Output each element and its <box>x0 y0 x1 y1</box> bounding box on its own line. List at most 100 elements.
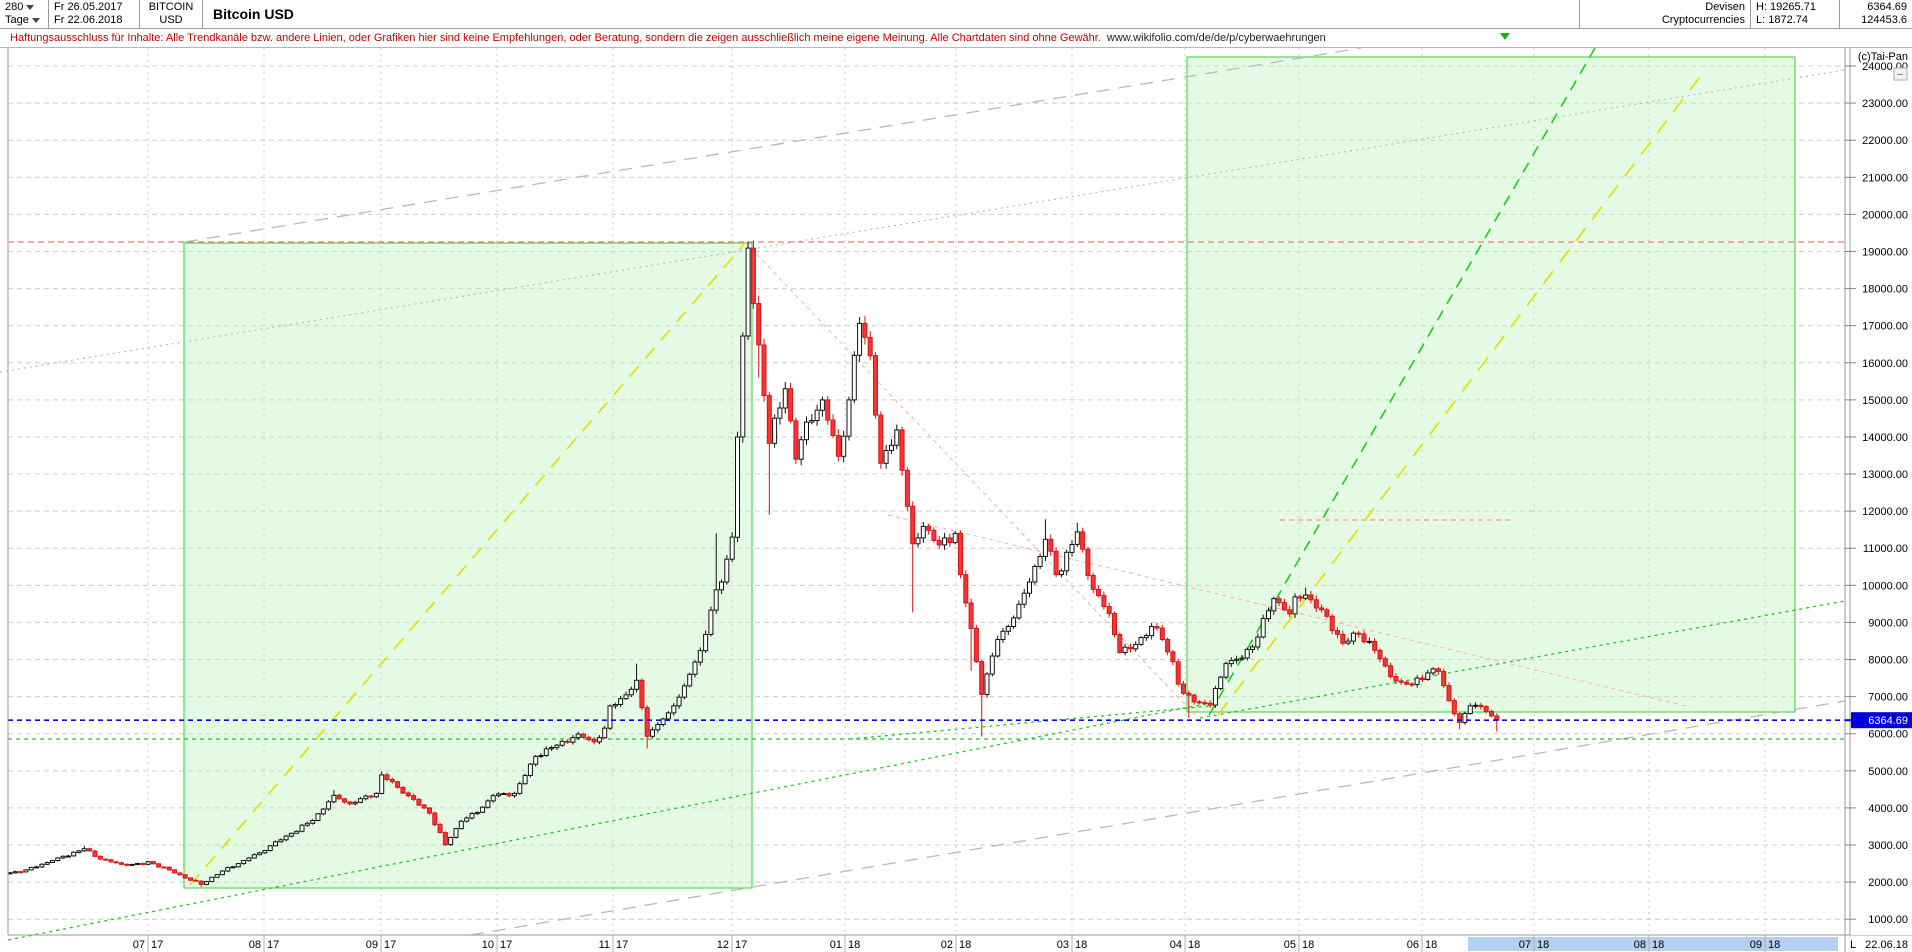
marker-triangle-icon <box>1500 33 1510 40</box>
x-axis-month-label: 11 <box>599 939 610 951</box>
chevron-down-icon <box>31 18 40 23</box>
candlestick-chart[interactable]: 1000.00 2000.00 3000.00 4000.00 5000.00 6000.… <box>0 48 1912 952</box>
y-axis-label: 22000.00 <box>1862 135 1908 147</box>
x-axis-year-label: 18 <box>1425 939 1437 951</box>
symbol-name: BITCOIN <box>148 1 194 13</box>
period-value: Tage <box>5 14 29 26</box>
x-axis-month-label: 07 <box>1519 939 1531 951</box>
y-axis-label: 13000.00 <box>1862 469 1908 481</box>
x-axis-year-label: 17 <box>735 939 747 951</box>
toolbar: 280 Tage Fr 26.05.2017 Fr 22.06.2018 BIT… <box>0 0 1912 29</box>
x-axis-year-label: 18 <box>1188 939 1200 951</box>
x-axis-month-label: 08 <box>1634 939 1646 951</box>
bars-count-value: 280 <box>5 1 24 13</box>
y-axis-label: 17000.00 <box>1862 321 1908 333</box>
last-date-label: 22.06.18 <box>1865 939 1908 951</box>
y-axis-label: 12000.00 <box>1862 506 1908 518</box>
pink-fan-shallow <box>887 514 1691 708</box>
low-marker-label: L <box>1850 939 1856 951</box>
volume-value: 124453.6 <box>1861 14 1907 26</box>
x-axis-month-label: 10 <box>482 939 494 951</box>
range-low: L: 1872.74 <box>1756 14 1808 26</box>
symbol-currency: USD <box>159 14 183 26</box>
y-axis-label: 10000.00 <box>1862 580 1908 592</box>
high-low-cell: H: 19265.71 L: 1872.74 <box>1751 0 1840 28</box>
green-support-long <box>7 702 1211 941</box>
x-axis-year-label: 17 <box>384 939 396 951</box>
rally-2017-box <box>183 242 753 889</box>
category-cell: Devisen Cryptocurrencies <box>1579 0 1751 28</box>
y-axis-label: 20000.00 <box>1862 209 1908 221</box>
y-axis-label: 1000.00 <box>1868 914 1908 926</box>
x-axis-year-label: 18 <box>959 939 971 951</box>
y-axis-label: 18000.00 <box>1862 284 1908 296</box>
collapse-button[interactable] <box>1893 67 1908 81</box>
y-axis-label: 8000.00 <box>1868 655 1908 667</box>
green-support-short <box>849 705 1211 740</box>
y-axis-label: 19000.00 <box>1862 246 1908 258</box>
disclaimer-url[interactable]: www.wikifolio.com/de/de/p/cyberwaehrunge… <box>1106 32 1326 44</box>
x-axis-year-label: 17 <box>616 939 628 951</box>
green-channel-low <box>1199 600 1846 719</box>
y-axis-label: 15000.00 <box>1862 395 1908 407</box>
y-axis-label: 11000.00 <box>1863 543 1908 555</box>
x-axis-month-label: 04 <box>1170 939 1182 951</box>
symbol-cell: BITCOIN USD <box>140 0 203 28</box>
x-axis-year-label: 18 <box>1075 939 1087 951</box>
y-axis-label: 2000.00 <box>1868 877 1908 889</box>
pink-fan-steep <box>745 242 1196 716</box>
x-axis-year-label: 17 <box>500 939 512 951</box>
last-price-label: 6364.69 <box>1868 715 1908 727</box>
date-to[interactable]: Fr 22.06.2018 <box>54 14 123 26</box>
green-steep-2018 <box>1208 48 1596 716</box>
x-axis-month-label: 08 <box>249 939 261 951</box>
y-axis-label: 23000.00 <box>1862 98 1908 110</box>
gray-channel-upper <box>184 48 1362 243</box>
y-axis-label: 6000.00 <box>1868 729 1908 741</box>
disclaimer-bar: Haftungsausschluss für Inhalte: Alle Tre… <box>0 29 1912 48</box>
x-axis-month-label: 03 <box>1057 939 1069 951</box>
bars-count-dropdown[interactable]: 280 Tage <box>0 0 49 28</box>
date-range-fields[interactable]: Fr 26.05.2017 Fr 22.06.2018 <box>49 0 140 28</box>
x-axis-month-label: 06 <box>1407 939 1419 951</box>
gray-rising-lower <box>470 700 1846 936</box>
x-axis-year-label: 18 <box>1768 939 1780 951</box>
chevron-down-icon <box>26 5 35 10</box>
x-axis-year-label: 18 <box>1302 939 1314 951</box>
y-axis-label: 4000.00 <box>1868 803 1908 815</box>
credit-label: (c)Tai-Pan <box>1858 51 1908 63</box>
y-axis-label: 9000.00 <box>1868 617 1908 629</box>
y-axis-label: 16000.00 <box>1862 358 1908 370</box>
x-axis-year-label: 17 <box>151 939 163 951</box>
date-from[interactable]: Fr 26.05.2017 <box>54 1 123 13</box>
price-axis-bg <box>1851 48 1912 935</box>
x-axis-month-label: 05 <box>1284 939 1296 951</box>
category-line2: Cryptocurrencies <box>1661 14 1745 26</box>
y-axis-label: 7000.00 <box>1868 692 1908 704</box>
x-axis-month-label: 07 <box>133 939 145 951</box>
candles-group <box>7 240 1500 887</box>
last-price-label-bg <box>1851 712 1912 729</box>
x-axis-year-label: 18 <box>1537 939 1549 951</box>
y-axis-label: 21000.00 <box>1862 172 1908 184</box>
y-axis-label: 5000.00 <box>1868 766 1908 778</box>
x-axis-month-label: 01 <box>830 939 842 951</box>
y-axis-label: 14000.00 <box>1862 432 1908 444</box>
yellow-trend-2017 <box>189 241 747 886</box>
future-period-highlight <box>1468 937 1838 951</box>
last-value-cell: 6364.69 124453.6 <box>1840 0 1912 28</box>
collapse-minus-icon: − <box>1897 69 1903 81</box>
x-axis-year-label: 18 <box>848 939 860 951</box>
y-axis-label: 3000.00 <box>1868 840 1908 852</box>
disclaimer-text: Haftungsausschluss für Inhalte: Alle Tre… <box>10 32 1101 44</box>
last-value: 6364.69 <box>1867 1 1907 13</box>
page-title: Bitcoin USD <box>213 5 294 22</box>
x-axis-month-label: 09 <box>1750 939 1762 951</box>
projection-2018-box <box>1186 56 1796 713</box>
category-line1: Devisen <box>1705 1 1745 13</box>
range-high: H: 19265.71 <box>1756 1 1816 13</box>
x-axis-month-label: 09 <box>366 939 378 951</box>
x-axis-month-label: 02 <box>941 939 953 951</box>
x-axis-year-label: 17 <box>267 939 279 951</box>
x-axis-year-label: 18 <box>1652 939 1664 951</box>
